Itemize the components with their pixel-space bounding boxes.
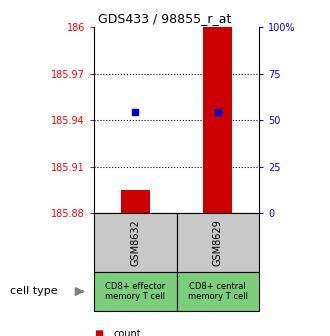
Bar xyxy=(121,190,150,213)
Text: GSM8632: GSM8632 xyxy=(130,219,140,266)
Text: count: count xyxy=(114,329,142,336)
Text: CD8+ effector
memory T cell: CD8+ effector memory T cell xyxy=(105,282,165,301)
Text: GSM8629: GSM8629 xyxy=(213,219,223,266)
Text: CD8+ central
memory T cell: CD8+ central memory T cell xyxy=(188,282,248,301)
Text: cell type: cell type xyxy=(10,287,57,296)
Text: GDS433 / 98855_r_at: GDS433 / 98855_r_at xyxy=(98,12,232,25)
Bar xyxy=(203,27,232,213)
Text: ■: ■ xyxy=(94,329,103,336)
